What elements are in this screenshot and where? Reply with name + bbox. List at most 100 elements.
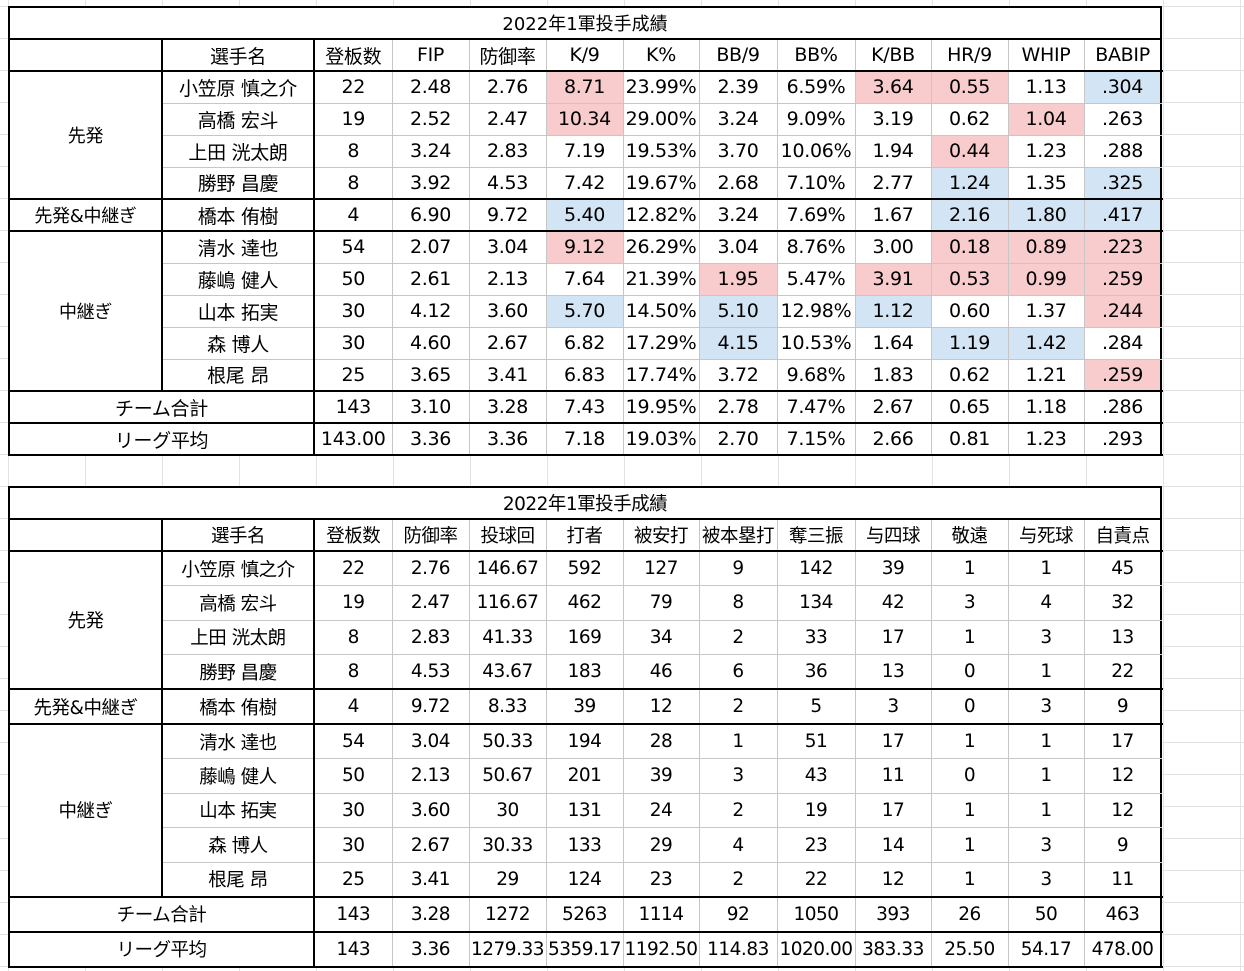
stat-cell: 19.67% — [622, 166, 700, 200]
stat-cell: 2.68 — [698, 166, 778, 200]
summary-row: リーグ平均 143 3.36 1279.33 5359.17 1192.50 114.83 1… — [8, 931, 1162, 968]
stat-cell: 1.42 — [1007, 326, 1085, 360]
summary-stat-cell: 0.81 — [930, 422, 1009, 456]
summary-stat-cell: 3.36 — [391, 931, 470, 968]
player-name: 藤嶋 健人 — [161, 262, 315, 296]
stat-cell: 2 — [698, 619, 778, 656]
stat-cell: 0 — [930, 688, 1009, 725]
stat-cell: 12 — [854, 861, 932, 898]
stat-cell: 1 — [698, 723, 778, 760]
stat-cell: 0.99 — [1007, 262, 1085, 296]
stat-cell: 17 — [1083, 723, 1162, 760]
summary-row: リーグ平均 143.00 3.36 3.36 7.18 19.03% 2.70 7.15% 2.… — [8, 422, 1162, 456]
stat-cell: 3.04 — [391, 723, 470, 760]
stat-cell: 45 — [1083, 550, 1162, 587]
player-name: 橋本 侑樹 — [161, 688, 315, 725]
stat-cell: 9 — [1083, 827, 1162, 863]
stat-cell: 3.04 — [698, 230, 778, 264]
stat-cell: 7.19 — [545, 134, 624, 168]
column-header: 与四球 — [854, 518, 932, 552]
player-name: 森 博人 — [161, 827, 315, 863]
stat-cell: 8 — [313, 166, 393, 200]
stat-cell: 33 — [776, 619, 856, 656]
summary-stat-cell: 1192.50 — [622, 931, 700, 968]
stat-cell: 6.82 — [545, 326, 624, 360]
stat-cell: 21.39% — [622, 262, 700, 296]
stat-cell: 17.74% — [622, 358, 700, 392]
stat-cell: 142 — [776, 550, 856, 587]
summary-stat-cell: .286 — [1083, 390, 1162, 424]
column-header: 与死球 — [1007, 518, 1085, 552]
stat-cell: 11 — [854, 758, 932, 794]
summary-stat-cell: 7.15% — [776, 422, 856, 456]
stat-cell: 1 — [1007, 550, 1085, 587]
stat-cell: 4.60 — [391, 326, 470, 360]
stat-cell: 46 — [622, 654, 700, 691]
stat-cell: 26.29% — [622, 230, 700, 264]
summary-label: リーグ平均 — [8, 931, 315, 968]
header-corner-cell — [8, 38, 163, 72]
stat-cell: 4.53 — [391, 654, 470, 691]
stat-cell: 0.62 — [930, 102, 1009, 136]
stat-cell: 146.67 — [468, 550, 547, 587]
stat-cell: 12 — [1083, 758, 1162, 794]
stat-cell: 5.40 — [545, 198, 624, 232]
column-header: K/BB — [854, 38, 932, 72]
stat-cell: .284 — [1083, 326, 1162, 360]
stat-cell: 5.10 — [698, 294, 778, 328]
stat-cell: 17 — [854, 723, 932, 760]
summary-stat-cell: 7.18 — [545, 422, 624, 456]
stat-cell: .304 — [1083, 70, 1162, 104]
stat-cell: 1.37 — [1007, 294, 1085, 328]
table-row: 中継ぎ 清水 達也 54 2.07 3.04 9.12 26.29% 3.04 8.76% 3.0… — [8, 230, 1162, 392]
stat-cell: 25 — [313, 861, 393, 898]
stat-cell: 7.69% — [776, 198, 856, 232]
stat-cell: 4.12 — [391, 294, 470, 328]
stat-cell: 50 — [313, 262, 393, 296]
stat-cell: 5.47% — [776, 262, 856, 296]
stat-cell: 12 — [622, 688, 700, 725]
player-name: 根尾 昂 — [161, 861, 315, 898]
stat-cell: 116.67 — [468, 585, 547, 621]
table-row: 藤嶋 健人 50 2.61 2.13 7.64 21.39% 1.95 5.47% 3.91 0.… — [9, 262, 1162, 296]
stat-cell: 25 — [313, 358, 393, 392]
player-name: 山本 拓実 — [161, 792, 315, 829]
stat-cell: 9.09% — [776, 102, 856, 136]
stat-cell: 8.76% — [776, 230, 856, 264]
stat-cell: 0.53 — [930, 262, 1009, 296]
summary-stat-cell: 1272 — [468, 896, 547, 933]
summary-stat-cell: 7.47% — [776, 390, 856, 424]
summary-stat-cell: 478.00 — [1083, 931, 1162, 968]
summary-stat-cell: 1114 — [622, 896, 700, 933]
stat-cell: 1 — [1007, 792, 1085, 829]
stat-cell: 1.12 — [854, 294, 932, 328]
table-row: 森 博人 30 4.60 2.67 6.82 17.29% 4.15 10.53% 1.64 1.… — [9, 326, 1162, 360]
column-header: K/9 — [545, 38, 624, 72]
role-group-label: 先発 — [8, 70, 163, 200]
stat-cell: 23 — [776, 827, 856, 863]
stat-cell: 10.06% — [776, 134, 856, 168]
stat-cell: 133 — [545, 827, 624, 863]
stat-cell: 2.47 — [468, 102, 547, 136]
summary-stat-cell: 2.66 — [854, 422, 932, 456]
summary-stat-cell: 3.28 — [468, 390, 547, 424]
stat-cell: 28 — [622, 723, 700, 760]
stat-cell: 43.67 — [468, 654, 547, 691]
stat-cell: 3.64 — [854, 70, 932, 104]
summary-stat-cell: 143 — [313, 896, 393, 933]
stat-cell: 30 — [313, 827, 393, 863]
column-header: 被本塁打 — [698, 518, 778, 552]
stat-cell: 0.62 — [930, 358, 1009, 392]
stat-cell: .259 — [1083, 262, 1162, 296]
summary-label: リーグ平均 — [8, 422, 315, 456]
stat-cell: 3 — [930, 585, 1009, 621]
player-name: 高橋 宏斗 — [161, 585, 315, 621]
role-group-label: 先発&中継ぎ — [8, 688, 163, 725]
column-header: 奪三振 — [776, 518, 856, 552]
stat-cell: 17 — [854, 619, 932, 656]
stat-cell: 2.83 — [391, 619, 470, 656]
role-group-label: 中継ぎ — [8, 723, 163, 898]
